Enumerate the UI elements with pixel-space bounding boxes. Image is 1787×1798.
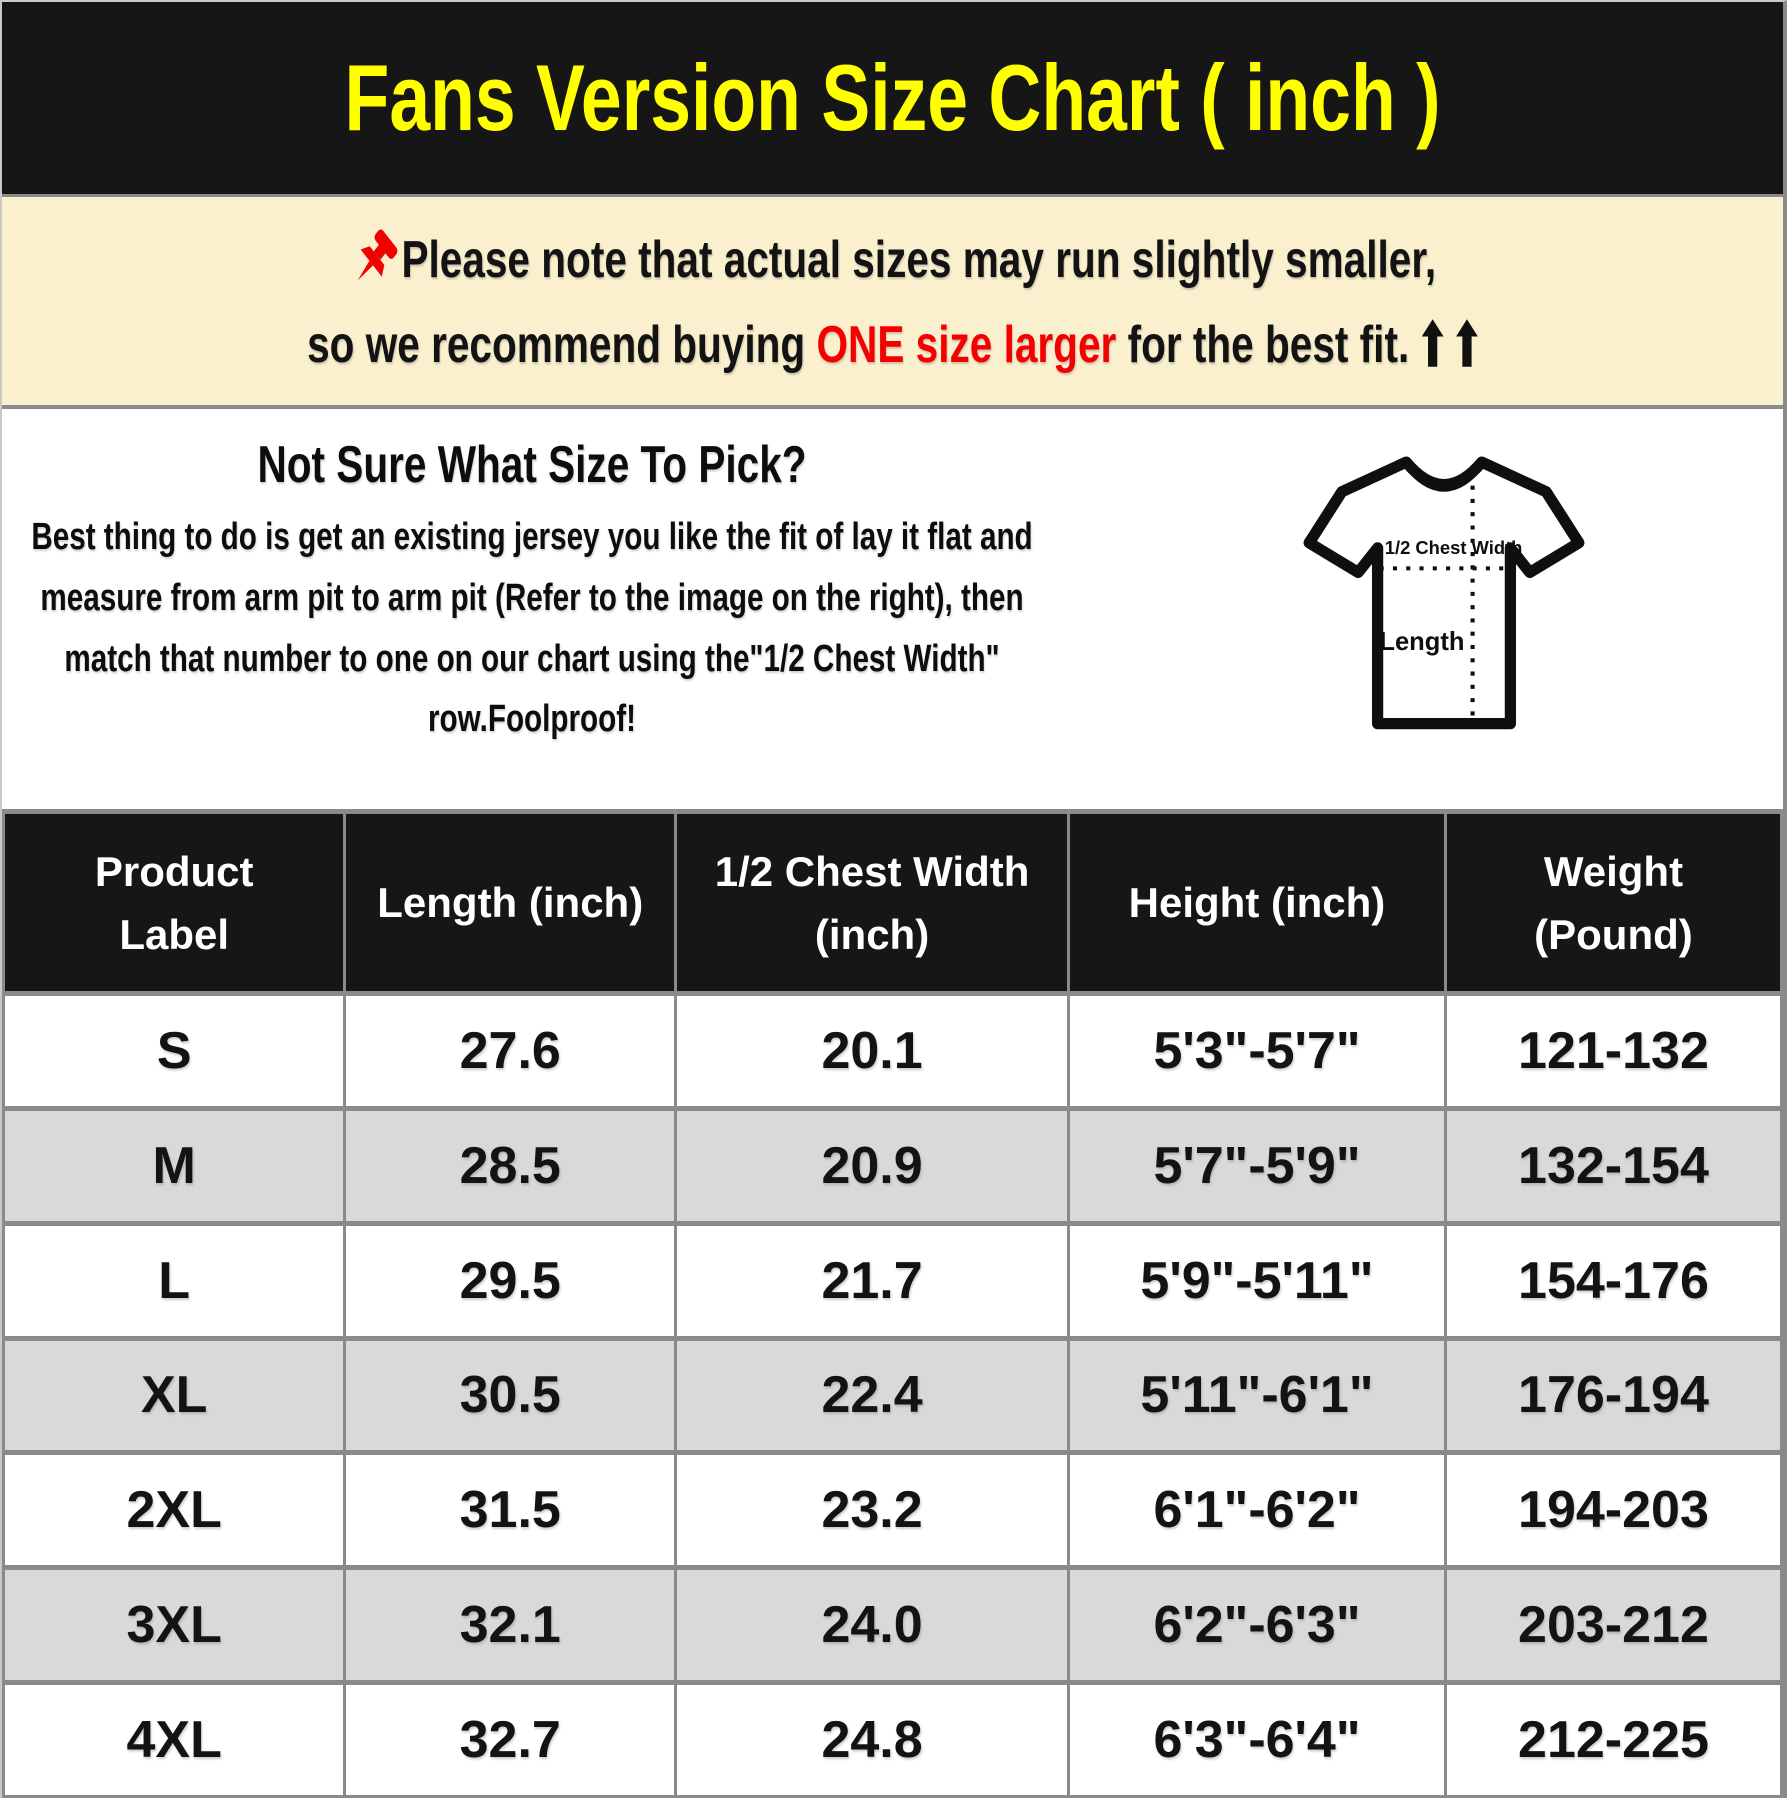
table-cell: 6'1"-6'2" xyxy=(1067,1450,1447,1571)
table-cell: 176-194 xyxy=(1443,1335,1783,1456)
table-row: 3XL 32.1 24.0 6'2"-6'3" 203-212 xyxy=(2,1565,1783,1686)
table-cell: 23.2 xyxy=(674,1450,1071,1571)
table-row: 2XL 31.5 23.2 6'1"-6'2" 194-203 xyxy=(2,1450,1783,1571)
table-cell: 4XL xyxy=(2,1680,347,1798)
table-cell: 29.5 xyxy=(343,1220,678,1341)
table-cell: 32.7 xyxy=(343,1680,678,1798)
table-cell: 31.5 xyxy=(343,1450,678,1571)
guide-section: Not Sure What Size To Pick? Best thing t… xyxy=(2,409,1783,809)
one-size-larger-highlight: ONE size larger xyxy=(816,316,1117,374)
table-cell: 22.4 xyxy=(674,1335,1071,1456)
table-cell: 24.0 xyxy=(674,1565,1071,1686)
table-cell: 194-203 xyxy=(1443,1450,1783,1571)
table-cell: 30.5 xyxy=(343,1335,678,1456)
table-row: L 29.5 21.7 5'9"-5'11" 154-176 xyxy=(2,1220,1783,1341)
table-cell: 20.9 xyxy=(674,1105,1071,1226)
size-table: Product Label Length (inch) 1/2 Chest Widt… xyxy=(2,809,1783,1798)
table-cell: 32.1 xyxy=(343,1565,678,1686)
table-cell: 203-212 xyxy=(1443,1565,1783,1686)
column-header: Height (inch) xyxy=(1067,809,1447,996)
notice-banner: Please note that actual sizes may run sl… xyxy=(2,194,1783,409)
notice-line1-text: Please note that actual sizes may run sl… xyxy=(401,231,1437,289)
column-header: Weight (Pound) xyxy=(1443,809,1783,996)
table-cell: 28.5 xyxy=(343,1105,678,1226)
table-cell: S xyxy=(2,991,347,1111)
table-cell: 24.8 xyxy=(674,1680,1071,1798)
pushpin-icon xyxy=(357,229,398,281)
table-cell: 5'9"-5'11" xyxy=(1067,1220,1447,1341)
size-table-header-row: Product Label Length (inch) 1/2 Chest Widt… xyxy=(2,809,1783,996)
table-cell: 21.7 xyxy=(674,1220,1071,1341)
column-header: 1/2 Chest Width (inch) xyxy=(674,809,1071,996)
guide-body: Best thing to do is get an existing jers… xyxy=(31,516,1033,741)
table-cell: 132-154 xyxy=(1443,1105,1783,1226)
column-header: Product Label xyxy=(2,809,347,996)
table-cell: 5'3"-5'7" xyxy=(1067,991,1447,1111)
title-banner: Fans Version Size Chart ( inch ) xyxy=(2,2,1783,194)
table-cell: 2XL xyxy=(2,1450,347,1571)
up-arrow-icon xyxy=(1421,319,1444,367)
table-row: 4XL 32.7 24.8 6'3"-6'4" 212-225 xyxy=(2,1680,1783,1798)
guide-text: Not Sure What Size To Pick? Best thing t… xyxy=(2,435,1062,750)
guide-heading: Not Sure What Size To Pick? xyxy=(257,436,807,494)
tshirt-diagram: 1/2 Chest Width Length xyxy=(1303,456,1585,730)
table-row: S 27.6 20.1 5'3"-5'7" 121-132 xyxy=(2,991,1783,1111)
chest-width-label: 1/2 Chest Width xyxy=(1385,537,1523,558)
length-label: Length xyxy=(1379,628,1464,656)
notice-line2: so we recommend buying ONE size larger f… xyxy=(142,315,1643,375)
notice-line1: Please note that actual sizes may run sl… xyxy=(195,227,1590,293)
table-cell: L xyxy=(2,1220,347,1341)
notice-line2-prefix: so we recommend buying xyxy=(307,316,817,374)
table-row: XL 30.5 22.4 5'11"-6'1" 176-194 xyxy=(2,1335,1783,1456)
table-cell: XL xyxy=(2,1335,347,1456)
table-cell: M xyxy=(2,1105,347,1226)
table-cell: 121-132 xyxy=(1443,991,1783,1111)
tshirt-outline xyxy=(1303,456,1585,730)
up-arrow-icon xyxy=(1456,319,1478,367)
size-table-section: Product Label Length (inch) 1/2 Chest Widt… xyxy=(2,809,1783,1798)
column-header: Length (inch) xyxy=(343,809,678,996)
table-cell: 6'3"-6'4" xyxy=(1067,1680,1447,1798)
table-cell: 20.1 xyxy=(674,991,1071,1111)
table-cell: 212-225 xyxy=(1443,1680,1783,1798)
table-cell: 5'7"-5'9" xyxy=(1067,1105,1447,1226)
page-title: Fans Version Size Chart ( inch ) xyxy=(344,45,1441,150)
table-row: M 28.5 20.9 5'7"-5'9" 132-154 xyxy=(2,1105,1783,1226)
size-table-body: S 27.6 20.1 5'3"-5'7" 121-132 M 28.5 20.9 5'7"-5… xyxy=(2,991,1783,1798)
table-cell: 154-176 xyxy=(1443,1220,1783,1341)
table-cell: 27.6 xyxy=(343,991,678,1111)
table-cell: 6'2"-6'3" xyxy=(1067,1565,1447,1686)
table-cell: 3XL xyxy=(2,1565,347,1686)
table-cell: 5'11"-6'1" xyxy=(1067,1335,1447,1456)
tshirt-collar xyxy=(1402,458,1486,492)
notice-line2-suffix: for the best fit. xyxy=(1116,316,1410,374)
